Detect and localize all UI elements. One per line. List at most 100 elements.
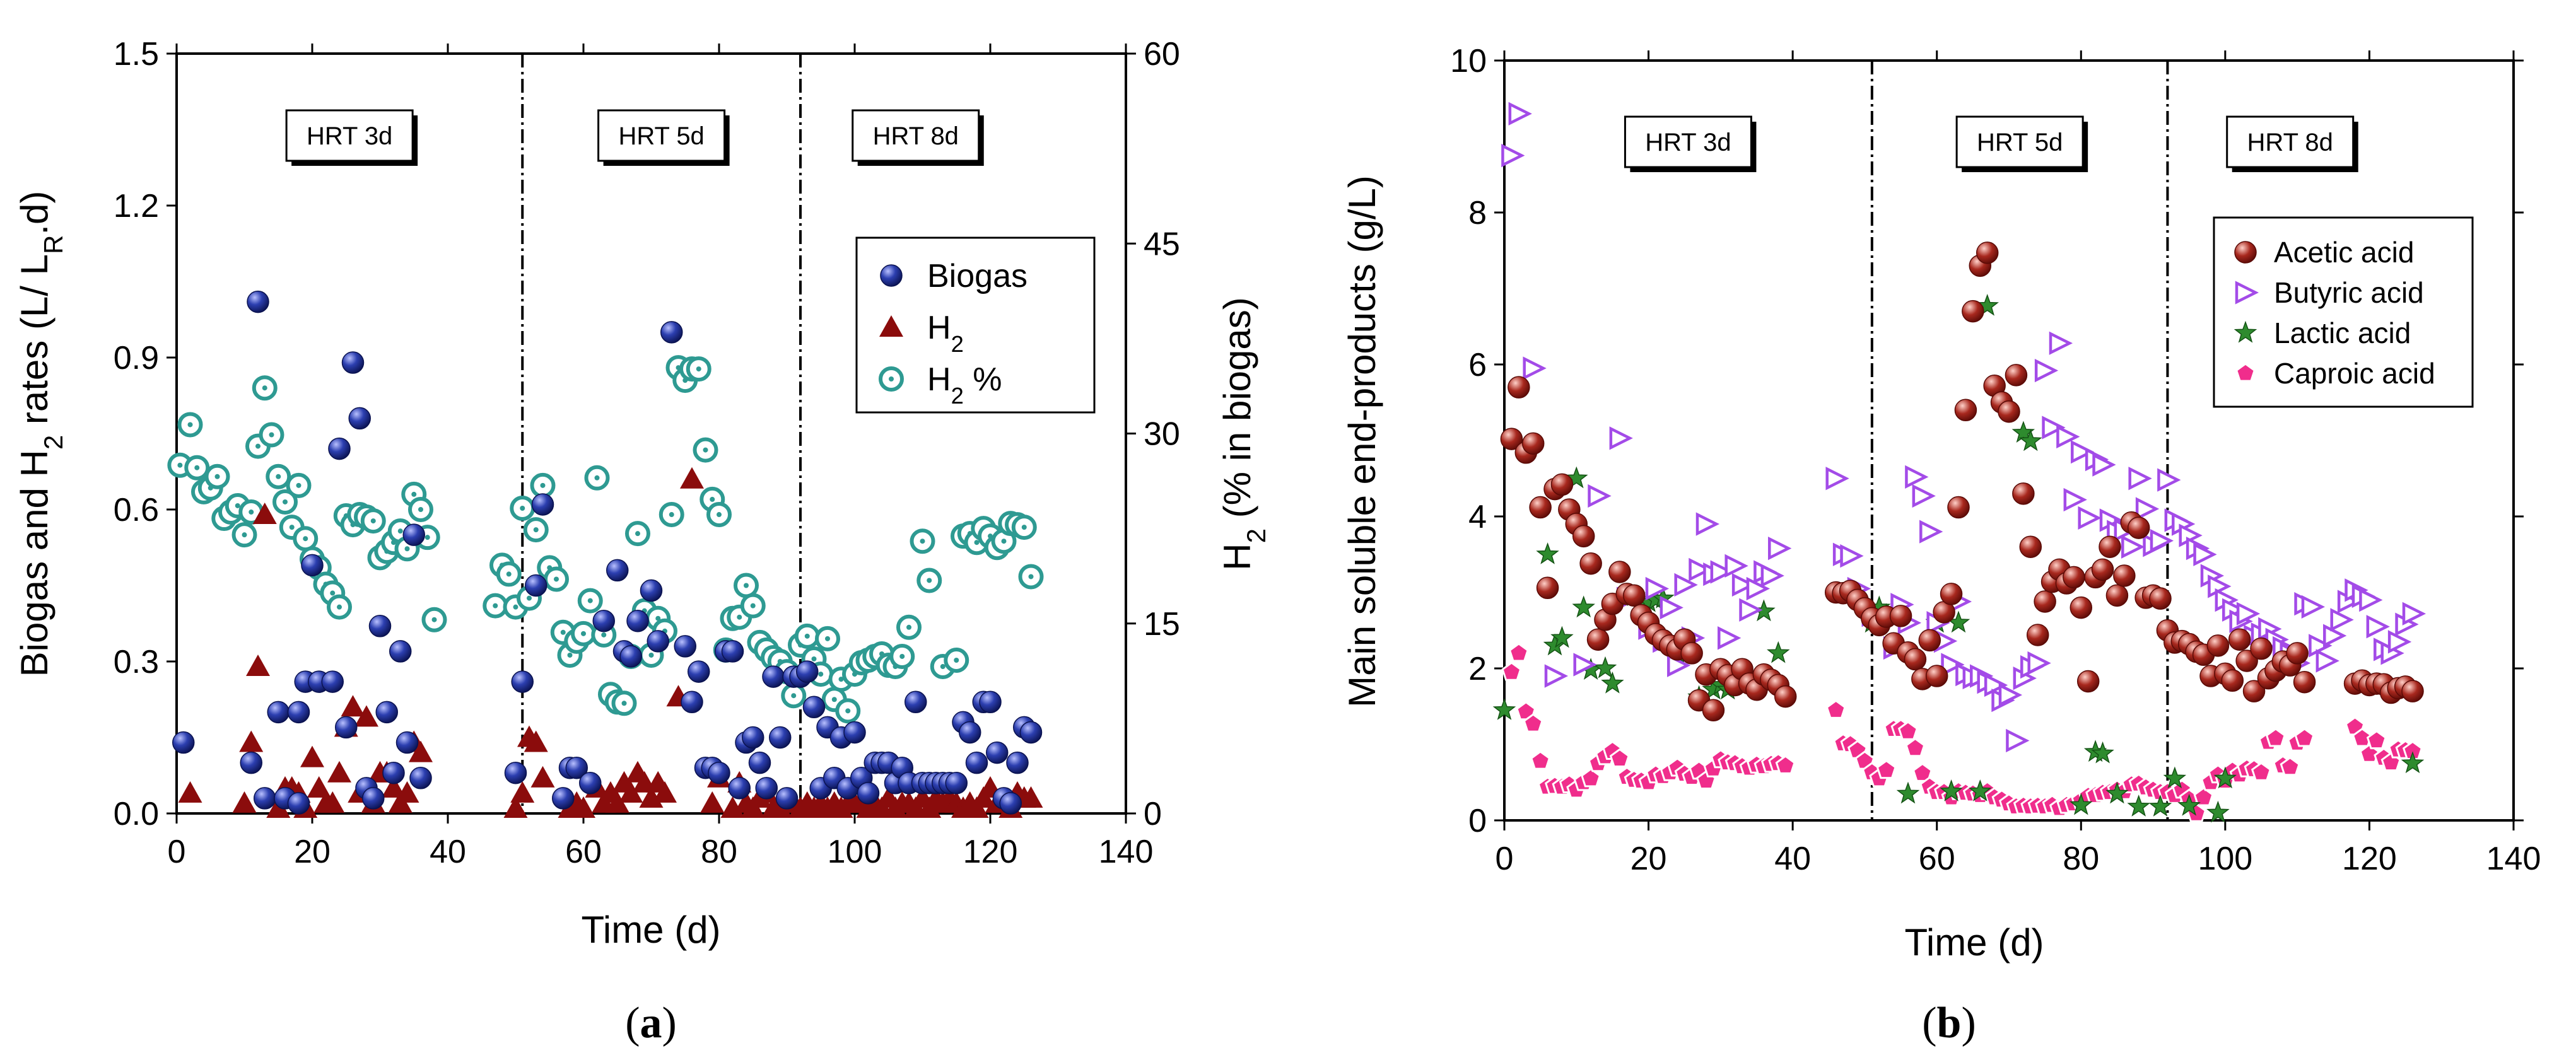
- point-lactic-acid: [2213, 766, 2237, 789]
- point-butyric-acid: [2042, 416, 2066, 440]
- y-ticks-b: 0 2 4 6 8 10: [1450, 43, 2524, 839]
- point-acetic-acid: [2206, 634, 2230, 657]
- point-h2: [680, 467, 704, 489]
- point-h2: [524, 730, 548, 752]
- point-biogas: [335, 716, 358, 739]
- y2-tick-label: 45: [1144, 226, 1180, 262]
- point-caproic-acid: [2193, 786, 2214, 807]
- x-tick-label: 20: [1630, 841, 1667, 877]
- point-acetic-acid: [2070, 596, 2093, 619]
- point-biogas: [240, 751, 262, 774]
- panel-label-a: (a): [625, 999, 677, 1047]
- point-lactic-acid: [2177, 793, 2201, 816]
- point-h2-: [577, 588, 603, 614]
- legend-marker-lactic-acid: [2234, 320, 2257, 343]
- point-h2-: [706, 502, 732, 528]
- legend-label: Lactic acid: [2274, 317, 2411, 349]
- point-h2-: [625, 521, 650, 547]
- panel-label-b: (b): [1922, 999, 1976, 1047]
- point-lactic-acid: [2206, 800, 2230, 823]
- x-tick-label: 140: [1099, 834, 1154, 870]
- point-butyric-acid: [2157, 468, 2181, 492]
- point-lactic-acid: [1896, 781, 1920, 804]
- point-biogas: [626, 609, 649, 632]
- point-butyric-acid: [1724, 554, 1748, 578]
- point-biogas: [301, 554, 324, 577]
- point-acetic-acid: [1954, 399, 1977, 422]
- point-biogas: [965, 751, 988, 774]
- legend-label: H2 %: [927, 361, 1002, 409]
- point-butyric-acid: [1588, 484, 1612, 508]
- legend-marker-acetic-acid: [2234, 241, 2257, 264]
- point-butyric-acid: [1739, 598, 1763, 622]
- plot-area-b: [1503, 59, 2515, 822]
- point-h2: [503, 796, 528, 818]
- point-biogas: [375, 701, 398, 724]
- point-butyric-acid: [1760, 564, 1784, 588]
- point-h2-: [889, 643, 915, 669]
- legend-marker-butyric-acid: [2235, 281, 2259, 305]
- point-h2: [327, 760, 351, 783]
- legend-marker-h2-: [879, 366, 904, 392]
- point-h2-: [177, 412, 203, 438]
- point-acetic-acid: [1889, 605, 1912, 627]
- point-lactic-acid: [1565, 466, 1588, 489]
- point-biogas: [775, 787, 799, 810]
- data-points-a: [167, 290, 1044, 818]
- point-biogas: [681, 690, 703, 714]
- point-caproic-acid: [1523, 713, 1543, 733]
- point-h2-: [1018, 564, 1044, 590]
- phase-label-box: HRT 8d: [852, 109, 984, 166]
- point-lactic-acid: [2148, 795, 2172, 817]
- point-h2: [178, 781, 202, 803]
- point-lactic-acid: [1572, 595, 1595, 618]
- point-butyric-acid: [1941, 653, 1965, 677]
- phase-label-box: HRT 3d: [285, 109, 418, 166]
- point-biogas: [640, 579, 663, 602]
- point-acetic-acid: [1680, 642, 1703, 665]
- point-butyric-acid: [2236, 602, 2261, 626]
- point-acetic-acid: [1536, 576, 1559, 600]
- point-biogas: [579, 772, 602, 795]
- point-biogas: [389, 640, 412, 663]
- point-butyric-acid: [1609, 426, 1633, 450]
- point-acetic-acid: [2235, 649, 2258, 672]
- y2-axis-label-a: H2 (% in biogas): [1216, 297, 1271, 571]
- point-lactic-acid: [1767, 641, 1790, 663]
- point-butyric-acid: [2402, 602, 2427, 626]
- point-caproic-acid: [1508, 643, 1529, 662]
- point-biogas: [647, 630, 669, 653]
- point-caproic-acid: [1897, 721, 1919, 740]
- point-biogas: [1006, 751, 1029, 774]
- point-butyric-acid: [2193, 542, 2217, 566]
- point-acetic-acid: [2221, 669, 2244, 692]
- point-acetic-acid: [2034, 590, 2056, 613]
- point-acetic-acid: [1550, 473, 1574, 496]
- point-acetic-acid: [2113, 564, 2136, 587]
- point-caproic-acid: [1530, 750, 1551, 770]
- x-tick-label: 100: [828, 834, 882, 870]
- point-h2-: [571, 620, 596, 646]
- x-ticks-b: 0 20 40 60 80 100 120 140: [1496, 50, 2541, 877]
- point-butyric-acid: [1645, 576, 1670, 601]
- point-biogas: [511, 670, 534, 693]
- point-lactic-acid: [2401, 751, 2425, 774]
- point-biogas: [287, 701, 310, 724]
- y-tick-label: 0.9: [114, 340, 159, 376]
- point-acetic-acid: [2005, 364, 2028, 387]
- point-butyric-acid: [2049, 331, 2073, 355]
- point-butyric-acid: [2315, 649, 2339, 673]
- point-h2: [395, 781, 419, 803]
- point-h2-: [259, 422, 284, 448]
- point-biogas: [1019, 721, 1043, 744]
- point-h2-: [740, 593, 766, 619]
- legend-b: Acetic acid Butyric acid Lactic acid Caproi…: [2213, 216, 2474, 408]
- point-h2-: [510, 495, 536, 521]
- point-acetic-acid: [1572, 525, 1595, 548]
- point-caproic-acid: [2280, 756, 2300, 776]
- point-acetic-acid: [2228, 628, 2251, 651]
- y2-tick-label: 30: [1144, 416, 1180, 453]
- point-h2: [530, 766, 555, 788]
- point-acetic-acid: [1962, 300, 1984, 323]
